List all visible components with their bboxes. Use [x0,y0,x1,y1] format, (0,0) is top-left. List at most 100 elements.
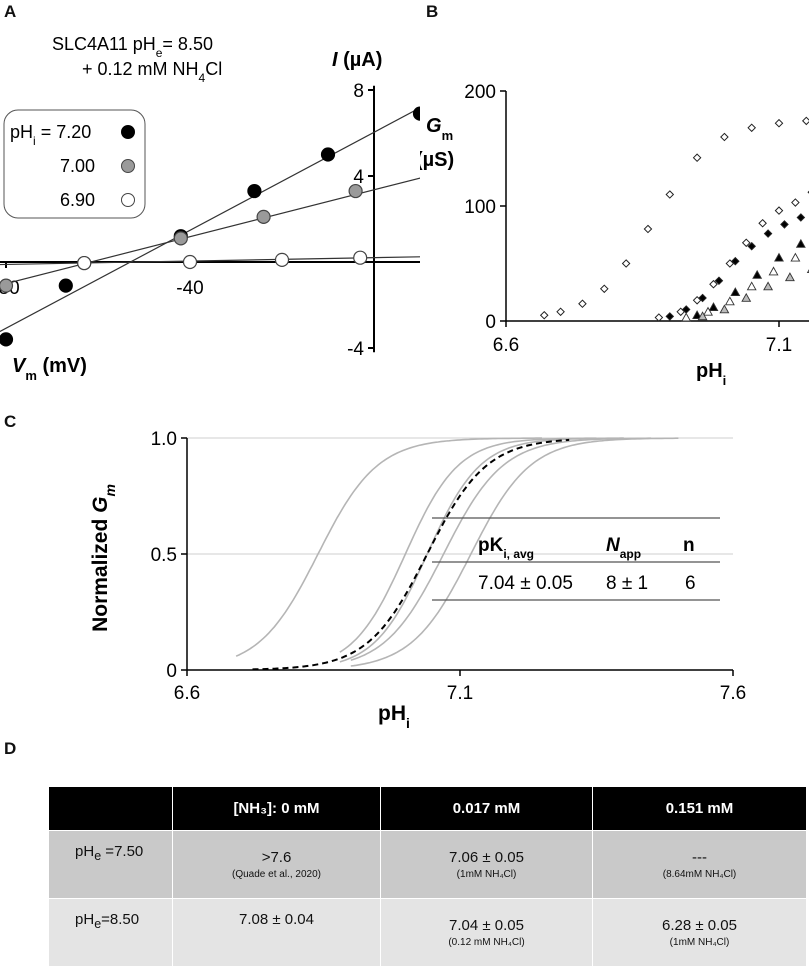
panel-a-point [320,147,336,162]
panel-c-curve [235,437,542,657]
panel-b-point [747,123,757,133]
panel-c-xtick-label: 6.6 [174,683,200,704]
panel-a-point [256,209,271,224]
panel-b-point [703,306,713,316]
panel-c-curves [235,437,679,671]
panel-label-a: A [4,2,17,21]
panel-c-stats-value-pk: 7.04 ± 0.05 [478,573,573,594]
panel-d-cell-1-2: 7.04 ± 0.05 (0.12 mM NH₄Cl) [380,898,593,967]
panel-b-point [665,190,675,199]
panel-c-xtick-label: 7.6 [720,683,746,704]
panel-b-point [692,310,703,320]
panel-d-header-row: [NH₃]: 0 mM 0.017 mM 0.151 mM [48,786,807,831]
panel-b-point [741,292,752,302]
panel-a-point [58,278,73,293]
panel-b-point [709,279,718,289]
panel-a-fit-lines [0,107,420,333]
panel-b-point [801,116,809,126]
panel-b-point [741,238,751,248]
panel-a-point [0,332,14,347]
panel-b-point [774,118,784,128]
panel-a-point [247,183,262,199]
panel-b-point [697,311,708,321]
panel-a-point [274,252,290,267]
panel-d-row-1: pHe=8.50 7.08 ± 0.04 7.04 ± 0.05 (0.12 mM… [48,898,807,967]
panel-a-chart: SLC4A11 pHe= 8.50 + 0.12 mM NH4Cl I (µA)… [0,34,420,383]
panel-b-point [763,229,773,238]
panel-a-fit-line [0,107,420,333]
panel-b-xtick-label: 7.1 [766,335,792,356]
panel-b-xlabel: pHi [696,360,726,388]
panel-d-row-1-label: pHe=8.50 [48,898,173,967]
panel-a-point [412,106,420,121]
panel-b-point [643,224,653,234]
panel-b-point [720,132,729,142]
panel-a-legend-marker-0 [121,125,135,139]
panel-c-xlabel: pHi [378,702,410,731]
panel-b-point [747,241,757,251]
panel-b-ytick-label: 0 [485,312,496,333]
panel-b-point [539,310,549,320]
panel-d-row-0-label: pHe =7.50 [48,830,173,899]
panel-a-ytick-label: -4 [347,339,364,360]
panel-d-row-0: pHe =7.50 >7.6 (Quade et al., 2020) 7.06 … [48,830,807,899]
panel-b-point [708,302,719,312]
panel-b-point [578,299,587,309]
panel-a-title-2: + 0.12 mM NH4Cl [82,59,222,85]
panel-a-points [0,106,420,347]
panel-d-cell-1-3: 6.28 ± 0.05 (1mM NH₄Cl) [592,898,807,967]
panel-b-point [784,272,795,282]
panel-d-cell-0-1: >7.6 (Quade et al., 2020) [172,830,381,899]
panel-a-point [0,278,14,293]
panel-c-ytick-label: 0.5 [151,545,177,566]
panel-b-point [724,296,735,306]
panel-c-curve [339,437,597,653]
panel-b-point [698,293,707,303]
panel-b-point [774,252,784,262]
panel-c-stats-value-napp: 8 ± 1 [606,573,648,594]
panel-a-legend-entry-2: 6.90 [60,190,95,210]
panel-b-points [539,116,809,322]
panel-b-point [681,312,692,322]
panel-c-xtick-label: 7.1 [447,683,473,704]
panel-b-point [758,218,767,228]
panel-d-cell-0-2: 7.06 ± 0.05 (1mM NH₄Cl) [380,830,593,899]
panel-c-curve [350,437,679,667]
panel-a-ylabel: I (µA) [332,49,382,71]
panel-b-point [795,238,806,248]
panel-c-stats-value-n: 6 [685,573,696,594]
panel-a-fit-line [0,177,420,286]
panel-b-ytick-label: 100 [464,197,496,218]
panel-b-point [791,198,800,207]
panel-a-ytick-label: 4 [353,167,364,188]
panel-c-chart: Normalized Gm pHi 0 0.5 1.0 6.6 7.1 7.6 pKi, … [89,429,747,731]
panel-d-table: [NH₃]: 0 mM 0.017 mM 0.151 mM pHe =7.50 … [48,786,807,967]
panel-c-ylabel: Normalized Gm [89,484,118,632]
panel-b-point [774,206,784,215]
panel-c-axes: 0 0.5 1.0 6.6 7.1 7.6 [151,429,747,704]
panel-d-cell-0-3: --- (8.64mM NH₄Cl) [592,830,807,899]
panel-b-point [763,281,774,291]
panel-a-legend-entry-1: 7.00 [60,156,95,176]
panel-a-legend-entry-0: pHi = 7.20 [10,122,91,148]
panel-c-curve [350,437,652,662]
panel-a-legend-box [3,109,146,219]
panel-b-point [692,153,702,163]
panel-c-ytick-label: 0 [166,661,177,682]
panel-b-point [654,313,664,322]
panel-d-header-1: [NH₃]: 0 mM [172,786,381,831]
panel-a-point [353,250,368,265]
panel-c-stats-header-n: n [683,535,695,556]
panel-a-legend-marker-1 [121,159,135,173]
panel-b-point [556,307,565,317]
panel-b-ylabel-unit: (µS) [420,149,454,171]
panel-d-header-3: 0.151 mM [592,786,807,831]
panel-label-c: C [4,412,17,431]
panel-b-point [780,220,789,229]
panel-b-xtick-label: 6.6 [493,335,519,356]
panel-c-ytick-label: 1.0 [151,429,177,450]
panel-b-point [746,281,757,291]
panel-a-point [173,231,188,246]
panel-a-point [77,255,92,271]
